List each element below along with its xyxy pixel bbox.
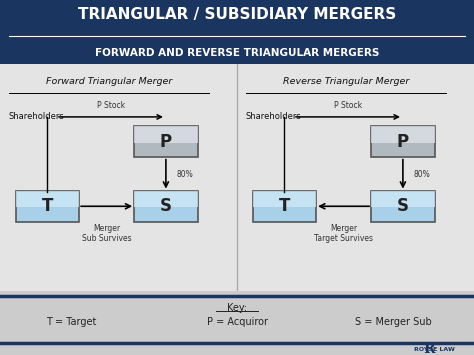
Text: ROYSE LAW: ROYSE LAW — [414, 346, 455, 351]
FancyBboxPatch shape — [16, 191, 79, 222]
Text: T: T — [42, 197, 53, 215]
Text: P Stock: P Stock — [97, 101, 125, 110]
FancyBboxPatch shape — [134, 191, 198, 207]
FancyBboxPatch shape — [134, 126, 198, 157]
Text: TRIANGULAR / SUBSIDIARY MERGERS: TRIANGULAR / SUBSIDIARY MERGERS — [78, 6, 396, 22]
Text: Merger
Target Survives: Merger Target Survives — [314, 224, 373, 244]
Text: T = Target: T = Target — [46, 317, 96, 327]
Text: S: S — [397, 197, 409, 215]
Text: FORWARD AND REVERSE TRIANGULAR MERGERS: FORWARD AND REVERSE TRIANGULAR MERGERS — [95, 48, 379, 58]
Text: Shareholders: Shareholders — [246, 113, 301, 121]
FancyBboxPatch shape — [371, 126, 435, 143]
Text: P: P — [397, 133, 409, 151]
Text: P = Acquiror: P = Acquiror — [207, 317, 267, 327]
Text: R: R — [423, 342, 435, 355]
Text: S = Merger Sub: S = Merger Sub — [355, 317, 432, 327]
Text: P: P — [160, 133, 172, 151]
FancyBboxPatch shape — [371, 191, 435, 207]
Text: Forward Triangular Merger: Forward Triangular Merger — [46, 77, 172, 86]
FancyBboxPatch shape — [16, 191, 79, 207]
FancyBboxPatch shape — [253, 191, 316, 222]
Text: 80%: 80% — [176, 170, 193, 179]
Text: T: T — [279, 197, 290, 215]
FancyBboxPatch shape — [134, 126, 198, 143]
FancyBboxPatch shape — [253, 191, 316, 207]
Text: Shareholders: Shareholders — [9, 113, 64, 121]
FancyBboxPatch shape — [371, 126, 435, 157]
FancyBboxPatch shape — [371, 191, 435, 222]
Text: 80%: 80% — [413, 170, 430, 179]
Text: P Stock: P Stock — [334, 101, 362, 110]
Text: Key:: Key: — [227, 303, 247, 313]
FancyBboxPatch shape — [134, 191, 198, 222]
Text: Reverse Triangular Merger: Reverse Triangular Merger — [283, 77, 409, 86]
Text: Merger
Sub Survives: Merger Sub Survives — [82, 224, 131, 244]
Text: S: S — [160, 197, 172, 215]
